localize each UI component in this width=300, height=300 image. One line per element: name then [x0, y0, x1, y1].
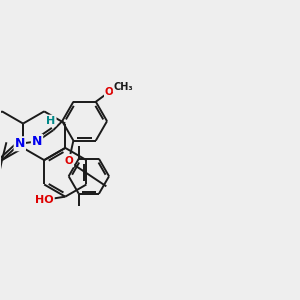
Text: HO: HO: [35, 195, 54, 205]
Text: O: O: [105, 87, 114, 97]
Text: N: N: [15, 137, 25, 150]
Text: N: N: [32, 135, 42, 148]
Text: H: H: [46, 116, 56, 126]
Text: CH₃: CH₃: [114, 82, 133, 92]
Text: O: O: [64, 156, 73, 167]
